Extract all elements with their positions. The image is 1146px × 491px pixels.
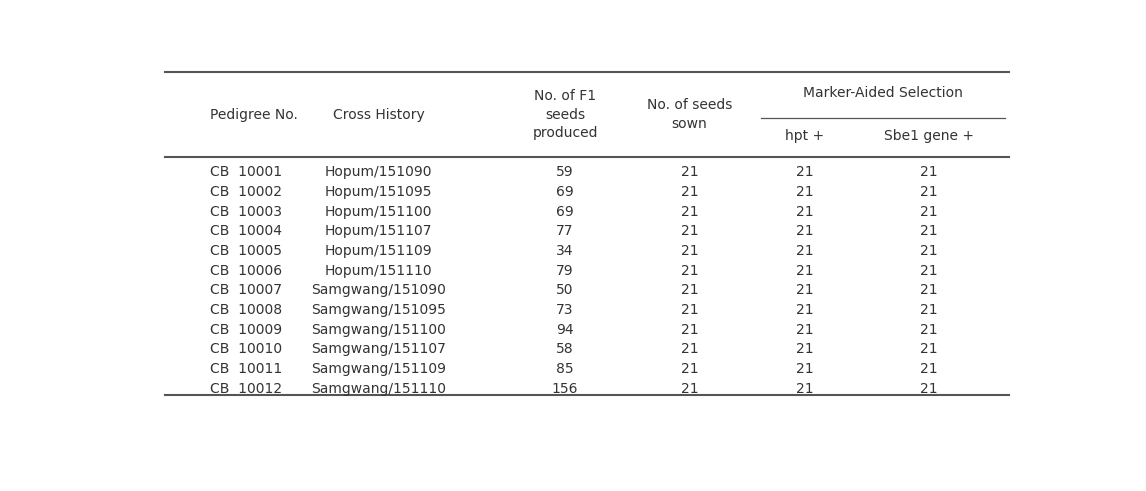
- Text: hpt +: hpt +: [785, 130, 824, 143]
- Text: 21: 21: [796, 382, 814, 396]
- Text: Samgwang/151107: Samgwang/151107: [312, 342, 446, 356]
- Text: 77: 77: [556, 224, 574, 238]
- Text: 34: 34: [556, 244, 574, 258]
- Text: CB  10005: CB 10005: [210, 244, 282, 258]
- Text: 94: 94: [556, 323, 574, 337]
- Text: Hopum/151109: Hopum/151109: [324, 244, 432, 258]
- Text: CB  10001: CB 10001: [210, 165, 282, 179]
- Text: CB  10003: CB 10003: [210, 205, 282, 218]
- Text: 79: 79: [556, 264, 574, 277]
- Text: CB  10012: CB 10012: [210, 382, 282, 396]
- Text: 21: 21: [920, 323, 939, 337]
- Text: 21: 21: [681, 342, 698, 356]
- Text: 156: 156: [552, 382, 579, 396]
- Text: 21: 21: [681, 165, 698, 179]
- Text: Hopum/151095: Hopum/151095: [324, 185, 432, 199]
- Text: 21: 21: [920, 185, 939, 199]
- Text: 21: 21: [796, 342, 814, 356]
- Text: 21: 21: [920, 264, 939, 277]
- Text: 21: 21: [920, 224, 939, 238]
- Text: 59: 59: [556, 165, 574, 179]
- Text: 21: 21: [796, 224, 814, 238]
- Text: No. of seeds
sown: No. of seeds sown: [646, 99, 732, 131]
- Text: 69: 69: [556, 185, 574, 199]
- Text: Samgwang/151110: Samgwang/151110: [311, 382, 446, 396]
- Text: CB  10007: CB 10007: [210, 283, 282, 297]
- Text: CB  10004: CB 10004: [210, 224, 282, 238]
- Text: 21: 21: [681, 205, 698, 218]
- Text: Hopum/151100: Hopum/151100: [324, 205, 432, 218]
- Text: 21: 21: [796, 205, 814, 218]
- Text: 21: 21: [796, 283, 814, 297]
- Text: No. of F1
seeds
produced: No. of F1 seeds produced: [533, 89, 598, 140]
- Text: Samgwang/151100: Samgwang/151100: [312, 323, 446, 337]
- Text: Pedigree No.: Pedigree No.: [210, 108, 298, 122]
- Text: 21: 21: [920, 303, 939, 317]
- Text: 21: 21: [681, 283, 698, 297]
- Text: 21: 21: [796, 303, 814, 317]
- Text: Samgwang/151109: Samgwang/151109: [311, 362, 446, 376]
- Text: CB  10010: CB 10010: [210, 342, 282, 356]
- Text: 21: 21: [681, 382, 698, 396]
- Text: 69: 69: [556, 205, 574, 218]
- Text: Hopum/151110: Hopum/151110: [324, 264, 432, 277]
- Text: Cross History: Cross History: [332, 108, 424, 122]
- Text: CB  10002: CB 10002: [210, 185, 282, 199]
- Text: 21: 21: [681, 362, 698, 376]
- Text: 21: 21: [796, 323, 814, 337]
- Text: 21: 21: [920, 165, 939, 179]
- Text: 21: 21: [920, 205, 939, 218]
- Text: Samgwang/151090: Samgwang/151090: [312, 283, 446, 297]
- Text: 21: 21: [796, 362, 814, 376]
- Text: 21: 21: [920, 362, 939, 376]
- Text: 21: 21: [920, 342, 939, 356]
- Text: 21: 21: [920, 382, 939, 396]
- Text: 21: 21: [920, 283, 939, 297]
- Text: 21: 21: [681, 323, 698, 337]
- Text: 58: 58: [556, 342, 574, 356]
- Text: 21: 21: [796, 244, 814, 258]
- Text: Hopum/151090: Hopum/151090: [324, 165, 432, 179]
- Text: 21: 21: [796, 165, 814, 179]
- Text: CB  10008: CB 10008: [210, 303, 282, 317]
- Text: 21: 21: [681, 303, 698, 317]
- Text: 21: 21: [681, 264, 698, 277]
- Text: 21: 21: [920, 244, 939, 258]
- Text: CB  10009: CB 10009: [210, 323, 282, 337]
- Text: CB  10006: CB 10006: [210, 264, 282, 277]
- Text: 50: 50: [556, 283, 574, 297]
- Text: 21: 21: [796, 185, 814, 199]
- Text: Sbe1 gene +: Sbe1 gene +: [885, 130, 974, 143]
- Text: 73: 73: [556, 303, 574, 317]
- Text: Samgwang/151095: Samgwang/151095: [312, 303, 446, 317]
- Text: Hopum/151107: Hopum/151107: [324, 224, 432, 238]
- Text: 21: 21: [681, 244, 698, 258]
- Text: Marker-Aided Selection: Marker-Aided Selection: [802, 86, 963, 100]
- Text: 21: 21: [681, 224, 698, 238]
- Text: 85: 85: [556, 362, 574, 376]
- Text: CB  10011: CB 10011: [210, 362, 282, 376]
- Text: 21: 21: [681, 185, 698, 199]
- Text: 21: 21: [796, 264, 814, 277]
